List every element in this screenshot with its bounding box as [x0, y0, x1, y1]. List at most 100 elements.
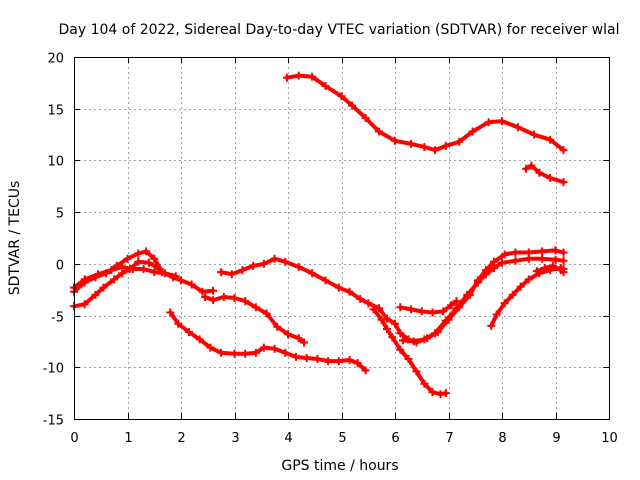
data-point [431, 146, 440, 155]
data-point [195, 335, 204, 344]
data-point [107, 266, 116, 275]
data-point [530, 130, 539, 139]
y-axis-label: SDTVAR / TECUs [7, 181, 23, 296]
data-point [511, 248, 520, 257]
x-tick-label: 9 [552, 431, 560, 446]
data-point [284, 330, 292, 339]
x-tick-label: 8 [498, 431, 506, 446]
data-point [118, 269, 127, 278]
data-point [209, 286, 218, 295]
data-point [375, 127, 383, 136]
x-tick-label: 0 [70, 431, 78, 446]
series-arc-7 [201, 293, 308, 347]
data-point [321, 82, 330, 90]
data-point [559, 178, 568, 187]
data-point [238, 266, 247, 275]
data-point [431, 329, 440, 338]
data-point [511, 256, 520, 265]
data-point [538, 254, 547, 263]
data-point [262, 309, 271, 318]
data-point [217, 268, 226, 277]
data-point [364, 299, 373, 308]
data-point [455, 137, 464, 146]
data-point [538, 247, 547, 256]
data-point [308, 72, 317, 81]
data-point [463, 290, 472, 299]
data-point [559, 256, 568, 265]
data-point [420, 379, 429, 388]
data-point [94, 270, 103, 279]
data-point [348, 101, 357, 110]
data-point [484, 118, 493, 127]
series-line [72, 259, 162, 309]
data-point [99, 283, 108, 292]
data-point [142, 247, 151, 256]
data-point [185, 328, 193, 337]
data-point [417, 307, 426, 316]
series-arc-10 [396, 297, 461, 317]
data-point [313, 355, 322, 363]
data-point [436, 390, 445, 399]
data-point [324, 357, 333, 366]
data-point [177, 276, 185, 285]
x-tick-label: 4 [284, 431, 292, 446]
data-point [527, 161, 536, 170]
data-point [302, 354, 311, 362]
data-point [420, 143, 429, 151]
x-tick-label: 2 [177, 431, 185, 446]
data-point [356, 295, 365, 303]
data-point [391, 136, 399, 145]
data-point [270, 254, 279, 263]
y-tick-label: 0 [56, 259, 64, 274]
data-point [396, 303, 405, 312]
y-tick-label: -15 [43, 414, 64, 429]
data-point [399, 336, 407, 345]
series-line [401, 256, 566, 344]
data-point [498, 117, 506, 126]
data-point [321, 276, 330, 285]
data-point [540, 264, 549, 272]
data-point [508, 290, 517, 299]
data-point [492, 310, 501, 319]
chart-title: Day 104 of 2022, Sidereal Day-to-day VTE… [58, 22, 619, 38]
x-tick-label: 6 [391, 431, 399, 446]
data-point [396, 329, 405, 338]
series-arc-12 [487, 264, 568, 330]
data-point [201, 293, 210, 301]
series-line [371, 307, 448, 397]
data-point [391, 319, 399, 328]
data-point [334, 357, 343, 366]
data-point [294, 71, 303, 80]
y-tick-labels: -15 -10 -5 0 5 10 15 20 [43, 52, 64, 429]
data-point [91, 290, 100, 299]
data-point [559, 146, 568, 155]
data-point [259, 343, 268, 352]
data-point [388, 333, 397, 342]
series-arc-9 [369, 305, 450, 399]
series-arc-5 [70, 257, 164, 311]
data-point [546, 174, 555, 182]
data-point [396, 345, 405, 354]
data-point [155, 265, 164, 273]
series-line [203, 295, 306, 345]
data-point [551, 255, 560, 264]
y-tick-label: -10 [43, 362, 64, 377]
x-axis-label: GPS time / hours [281, 458, 398, 474]
data-point [428, 308, 437, 317]
data-point [369, 305, 378, 314]
data-series [70, 71, 568, 399]
data-point [80, 275, 89, 284]
data-point [166, 308, 175, 317]
data-point [230, 294, 239, 302]
data-point [500, 250, 509, 259]
grid-lines [74, 57, 609, 419]
x-tick-label: 3 [231, 431, 239, 446]
data-point [282, 73, 291, 82]
x-tick-label: 1 [124, 431, 132, 446]
data-point [407, 305, 416, 314]
data-point [144, 258, 153, 267]
series-arc-2 [522, 161, 568, 187]
series-arc-11 [399, 254, 568, 346]
y-tick-label: 15 [47, 104, 64, 119]
data-point [300, 338, 308, 347]
